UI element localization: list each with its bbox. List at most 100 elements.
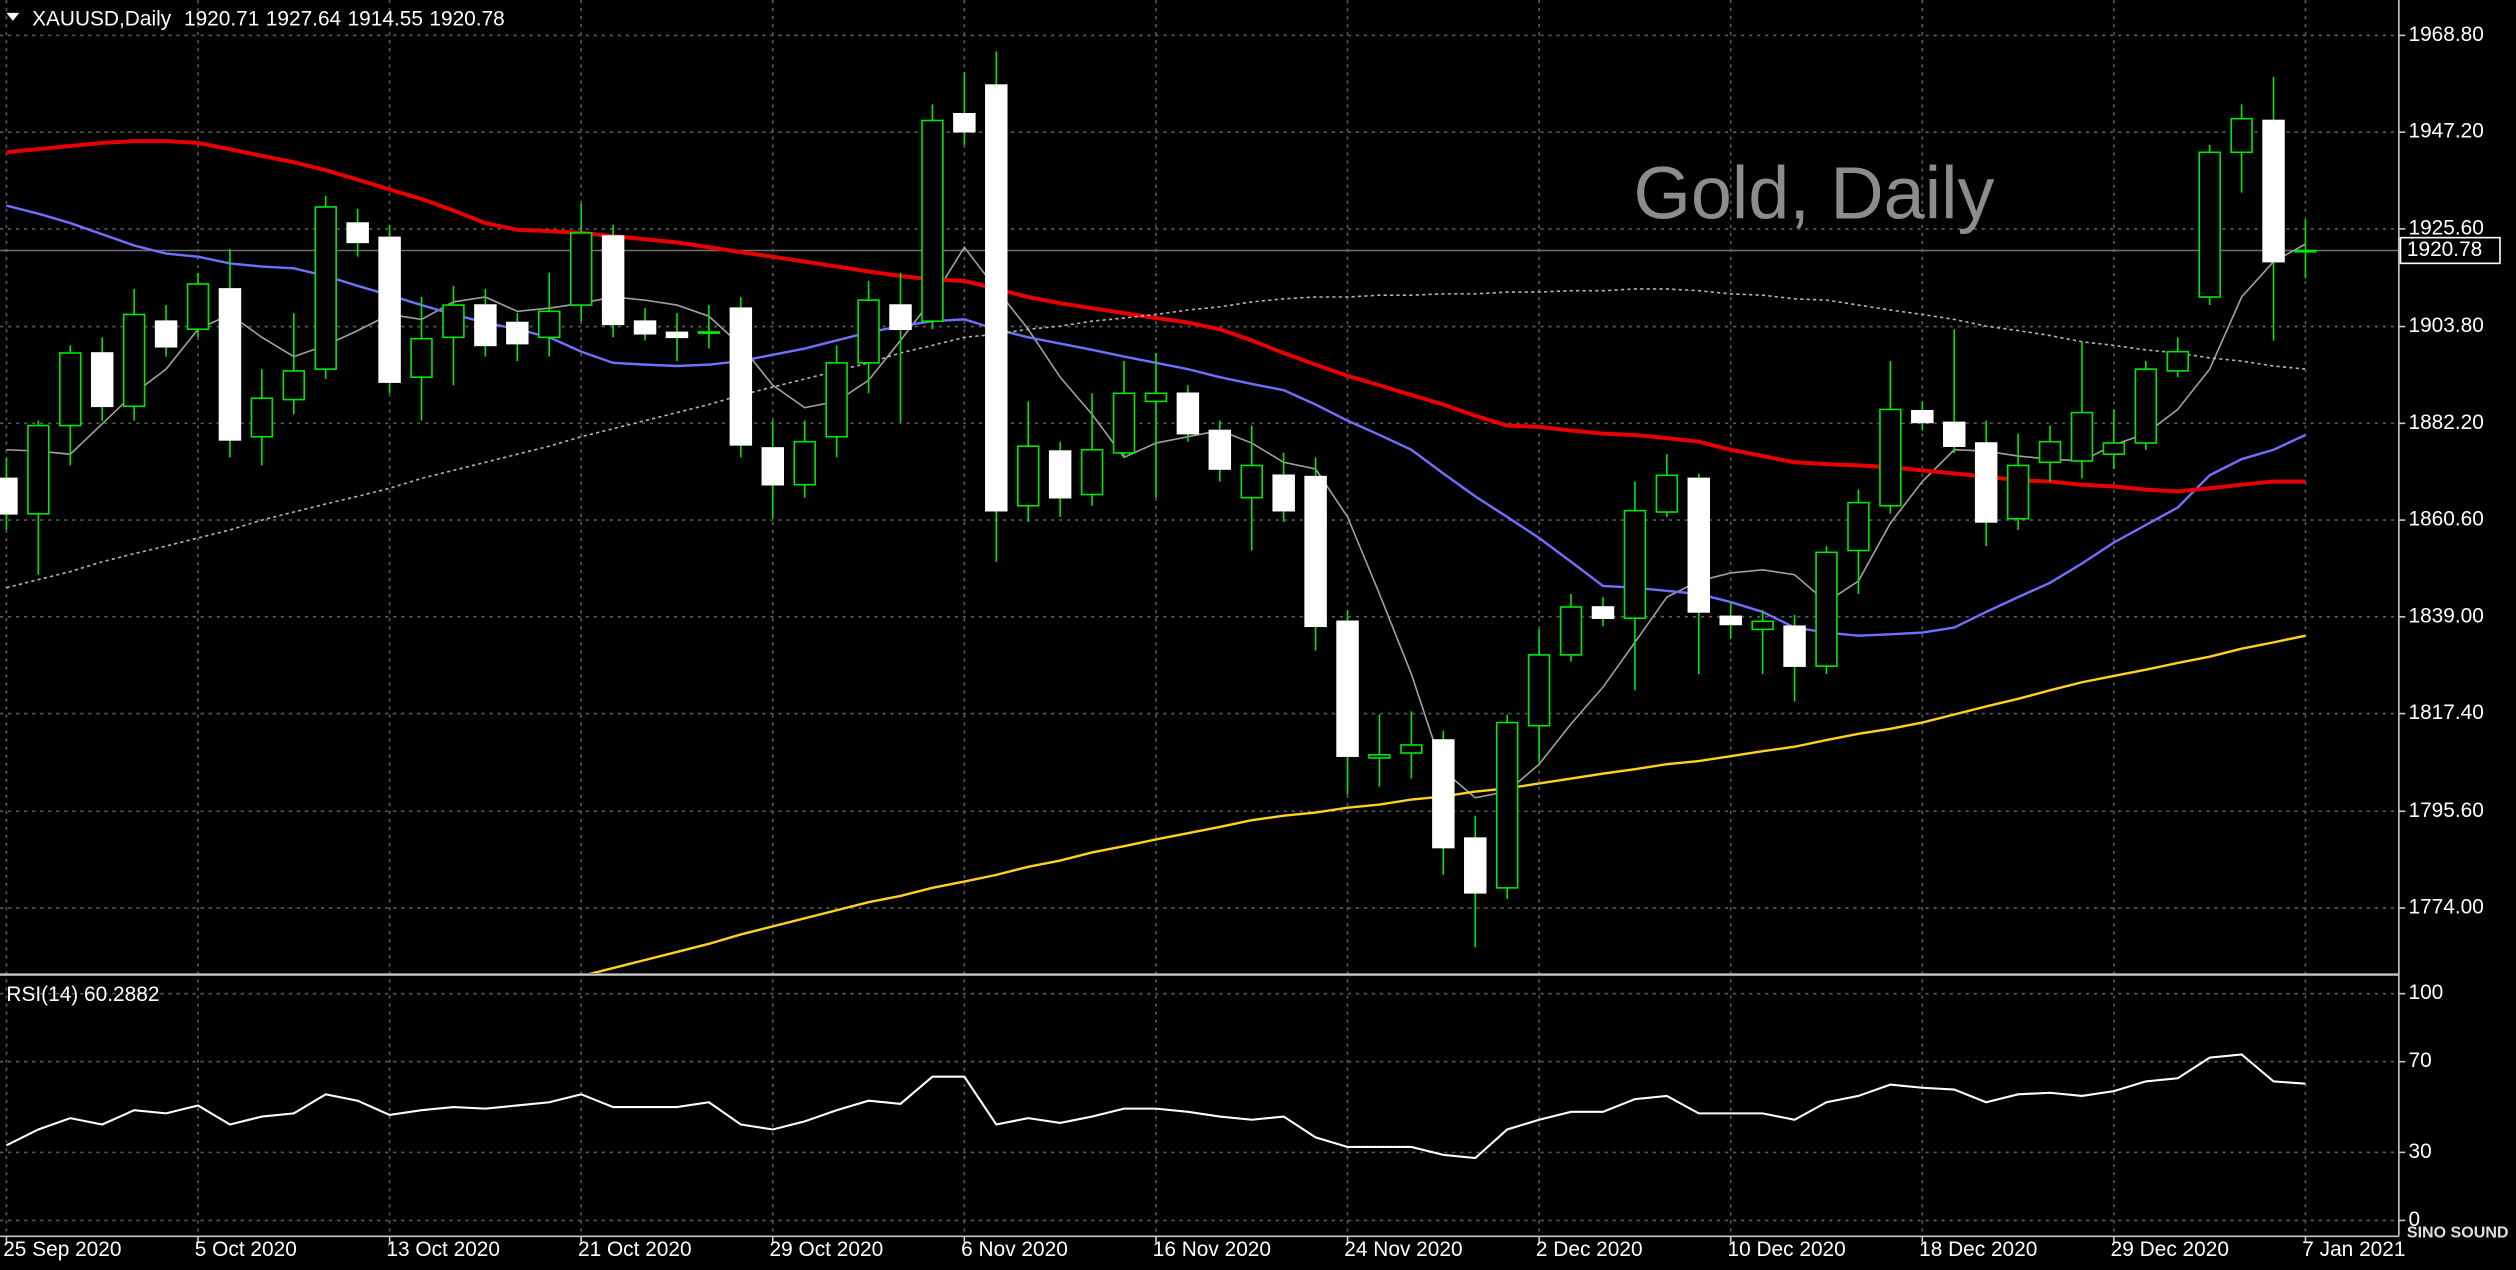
candle-body <box>1527 654 1551 727</box>
candle-body <box>314 206 337 370</box>
candle-body <box>1272 474 1295 512</box>
candle-body <box>569 232 593 306</box>
candle-body <box>1495 721 1519 889</box>
candle-body <box>1176 392 1200 435</box>
candle-body <box>474 304 497 347</box>
rsi-y-tick-label: 100 <box>2408 981 2443 1004</box>
y-tick-label: 1860.60 <box>2408 508 2483 531</box>
x-tick-label: 24 Nov 2020 <box>1344 1238 1462 1261</box>
candle-body <box>1016 445 1040 507</box>
x-tick-label: 29 Dec 2020 <box>2111 1238 2229 1261</box>
y-tick-label: 1839.00 <box>2408 604 2483 627</box>
x-tick-label: 6 Nov 2020 <box>961 1238 1068 1261</box>
candle-body <box>1080 448 1104 496</box>
rsi-line <box>5 1053 2306 1160</box>
candle-body <box>1591 606 1615 619</box>
x-tick-label: 16 Nov 2020 <box>1153 1238 1271 1261</box>
x-tick-label: 5 Oct 2020 <box>195 1238 297 1261</box>
candle-body <box>729 307 753 446</box>
candle-body <box>250 397 274 438</box>
x-tick-label: 25 Sep 2020 <box>3 1238 121 1261</box>
rsi-panel <box>5 1053 2306 1160</box>
candle-body <box>506 321 529 345</box>
candle-body <box>0 477 18 515</box>
candle-body <box>90 352 114 408</box>
candle-body <box>825 362 848 438</box>
y-tick-label: 1774.00 <box>2408 896 2483 919</box>
candle-body <box>921 119 944 322</box>
rsi-y-tick-label: 0 <box>2408 1208 2420 1231</box>
y-tick-label: 1925.60 <box>2408 216 2483 239</box>
current-price-label: 1920.78 <box>2407 238 2482 261</box>
rsi-y-tick-label: 30 <box>2408 1140 2431 1163</box>
candle-body <box>2230 117 2253 154</box>
candle-body <box>1304 475 1327 628</box>
y-tick-label: 1947.20 <box>2408 120 2483 143</box>
header-value: XAUUSD,Daily <box>32 7 172 30</box>
candle-body <box>346 222 369 244</box>
candle-body <box>122 313 146 408</box>
grid-layer <box>0 0 2399 1237</box>
y-tick-label: 1795.60 <box>2408 799 2483 822</box>
candle-body <box>2294 249 2317 253</box>
candle-body <box>889 304 912 331</box>
y-tick-label: 1903.80 <box>2408 314 2483 337</box>
x-tick-label: 13 Oct 2020 <box>386 1238 500 1261</box>
header-value: 1927.64 <box>266 7 341 30</box>
candle-body <box>665 331 689 339</box>
candle-body <box>2262 119 2285 263</box>
moving-average <box>6 139 2306 494</box>
candle-body <box>1048 450 1072 499</box>
candle-body <box>1623 509 1647 619</box>
candle-body <box>27 424 50 515</box>
candle-body <box>1879 408 1902 507</box>
candle-body <box>442 304 465 339</box>
candle-body <box>1208 429 1232 470</box>
rsi-title: RSI(14) 60.2882 <box>6 983 159 1006</box>
y-tick-label: 1817.40 <box>2408 701 2483 724</box>
candle-body <box>2166 350 2189 372</box>
y-tick-label: 1968.80 <box>2408 23 2483 46</box>
x-tick-label: 7 Jan 2021 <box>2302 1238 2405 1261</box>
candle-body <box>953 112 976 133</box>
candle-body <box>1974 442 1998 523</box>
candle-body <box>1655 474 1679 513</box>
candle-body <box>282 370 306 401</box>
candle-body <box>1687 477 1711 613</box>
candle-body <box>218 288 242 441</box>
logo: SINO SOUND <box>2407 1223 2509 1241</box>
watermark: Gold, Daily <box>1633 152 1994 235</box>
candle-body <box>2038 440 2062 464</box>
candle-body <box>857 299 880 364</box>
x-tick-label: 29 Oct 2020 <box>770 1238 884 1261</box>
moving-average <box>6 288 2306 589</box>
candle-body <box>1400 744 1423 754</box>
chart-title: XAUUSD,Daily 1920.71 1927.64 1914.55 1920.78 <box>32 7 505 30</box>
x-tick-label: 18 Dec 2020 <box>1919 1238 2037 1261</box>
candle-body <box>59 352 82 427</box>
candle-body <box>1815 551 1838 667</box>
candle-body <box>1368 754 1391 759</box>
candle-body <box>2070 411 2094 462</box>
x-tick-label: 2 Dec 2020 <box>1536 1238 1643 1261</box>
x-tick-label: 21 Oct 2020 <box>578 1238 692 1261</box>
candle-body <box>1432 739 1455 849</box>
candle-body <box>1783 625 1806 667</box>
candle-body <box>633 320 657 335</box>
candle-body <box>1144 392 1168 403</box>
candle-body <box>697 331 721 335</box>
header-value: 1920.78 <box>429 7 504 30</box>
candle-body <box>2134 368 2158 444</box>
candle-body <box>1911 409 1934 424</box>
candle-body <box>1719 615 1742 626</box>
candle-body <box>1751 620 1774 631</box>
candle-body <box>1240 464 1263 499</box>
price-panel: Gold, Daily <box>0 51 2399 973</box>
candle-body <box>538 310 561 339</box>
candle-body <box>2198 151 2221 298</box>
candle-body <box>2102 442 2126 456</box>
header-value: 1920.71 <box>184 7 259 30</box>
candle-body <box>985 84 1008 512</box>
candle-body <box>1464 837 1487 894</box>
